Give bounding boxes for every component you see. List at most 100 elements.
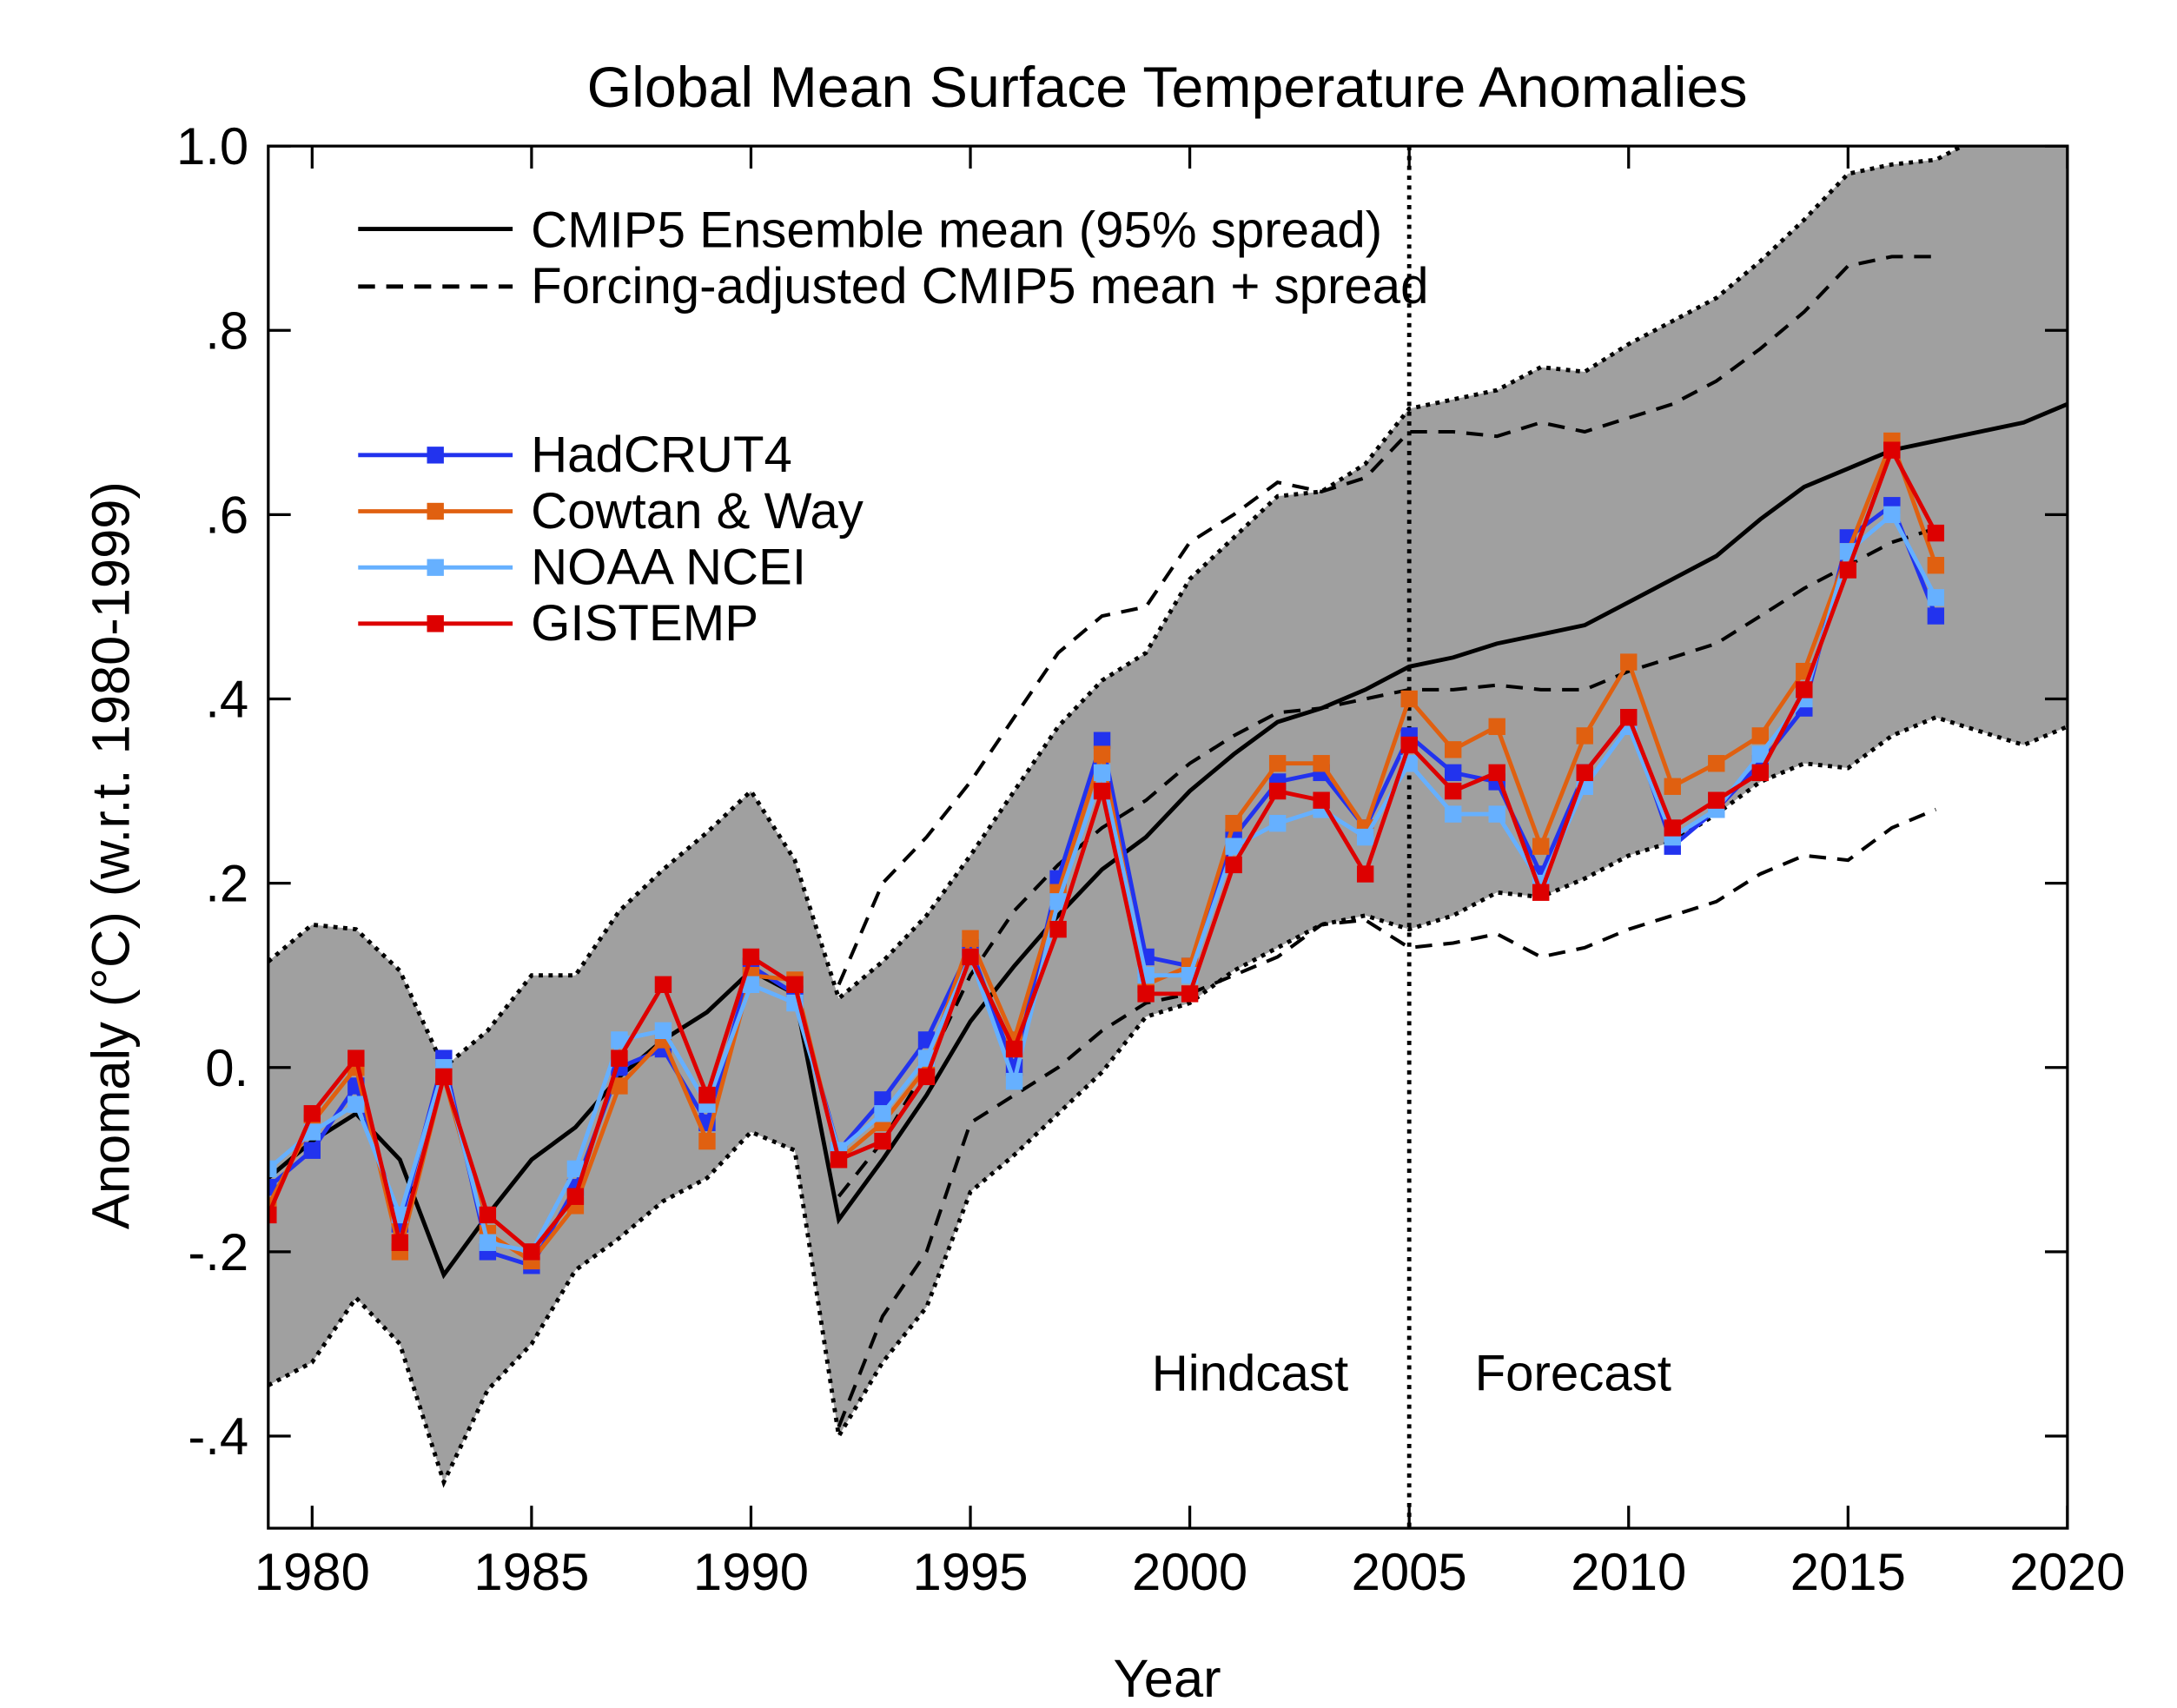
y-tick-label: 0.	[205, 1039, 248, 1097]
data-point-gistemp	[1181, 985, 1199, 1003]
forcing-adjusted-lower	[837, 807, 1937, 1428]
x-tick-label: 1990	[693, 1543, 809, 1601]
data-point-gistemp	[1664, 819, 1681, 837]
data-point-hadcrut4	[874, 1091, 891, 1109]
x-tick-label: 1995	[913, 1543, 1029, 1601]
data-point-cowtan-way	[1093, 745, 1111, 763]
data-point-noaa-ncei	[268, 1160, 277, 1178]
y-tick-label: .4	[205, 671, 248, 729]
x-tick-label: 1980	[255, 1543, 370, 1601]
data-point-cowtan-way	[1620, 653, 1638, 671]
data-point-gistemp	[962, 948, 979, 966]
data-point-noaa-ncei	[1356, 828, 1374, 846]
data-point-noaa-ncei	[654, 1022, 672, 1040]
data-point-gistemp	[391, 1234, 409, 1251]
data-point-cowtan-way	[1488, 718, 1505, 736]
data-point-gistemp	[830, 1151, 848, 1168]
forcing-adjusted-mean	[837, 526, 1937, 1198]
data-point-noaa-ncei	[1268, 814, 1287, 832]
data-point-gistemp	[1751, 764, 1769, 782]
data-point-cowtan-way	[1708, 755, 1725, 772]
data-point-gistemp	[698, 1086, 716, 1104]
data-point-cowtan-way	[698, 1132, 716, 1150]
data-point-gistemp	[786, 976, 804, 993]
data-point-gistemp	[1620, 709, 1638, 726]
x-tick-label: 2020	[2009, 1543, 2125, 1601]
y-tick-label: .2	[205, 855, 248, 913]
legend-label-noaa-ncei: NOAA NCEI	[531, 540, 806, 596]
data-point-gistemp	[1225, 856, 1242, 874]
data-point-noaa-ncei	[1049, 893, 1067, 910]
data-point-noaa-ncei	[1005, 1072, 1023, 1090]
data-point-hadcrut4	[1444, 764, 1462, 782]
cmip5-ensemble-mean	[268, 401, 2068, 1280]
data-point-cowtan-way	[962, 930, 979, 947]
data-point-gistemp	[1488, 764, 1505, 782]
data-point-gistemp	[1093, 782, 1111, 800]
legend-label-gistemp: GISTEMP	[531, 595, 758, 652]
data-point-gistemp	[1532, 884, 1550, 901]
data-point-noaa-ncei	[347, 1096, 365, 1113]
data-point-noaa-ncei	[566, 1160, 585, 1178]
data-point-gistemp	[435, 1068, 453, 1086]
y-tick-label: -.4	[188, 1407, 248, 1466]
data-point-gistemp	[611, 1049, 628, 1067]
data-point-cowtan-way	[1444, 741, 1462, 758]
data-point-gistemp	[1400, 736, 1418, 754]
legend-label-cowtan-way: Cowtan & Way	[531, 483, 864, 540]
data-point-gistemp	[1356, 865, 1374, 883]
data-point-noaa-ncei	[874, 1105, 891, 1122]
legend-label-cmip5-mean: CMIP5 Ensemble mean (95% spread)	[531, 202, 1382, 259]
legend-label-forcing-adjusted: Forcing-adjusted CMIP5 mean + spread	[531, 258, 1428, 314]
data-point-cowtan-way	[1400, 690, 1418, 708]
data-point-cowtan-way	[1313, 755, 1330, 772]
y-tick-label: .8	[205, 301, 248, 360]
data-point-gistemp	[347, 1049, 365, 1067]
data-point-gistemp	[1839, 561, 1857, 579]
data-point-noaa-ncei	[1883, 506, 1901, 524]
data-point-noaa-ncei	[1751, 745, 1769, 763]
chart-title: Global Mean Surface Temperature Anomalie…	[587, 56, 1748, 120]
data-point-cowtan-way	[1664, 778, 1681, 795]
data-point-gistemp	[268, 1206, 277, 1224]
plot-frame	[267, 144, 2069, 1530]
data-point-noaa-ncei	[611, 1031, 628, 1049]
y-axis-label: Anomaly (°C) (w.r.t. 1980-1999)	[82, 481, 142, 1229]
data-point-noaa-ncei	[1927, 589, 1945, 606]
data-point-gistemp	[1268, 782, 1287, 800]
data-point-noaa-ncei	[1093, 764, 1111, 782]
data-point-gistemp	[566, 1188, 585, 1205]
legend-marker-cowtan-way	[427, 502, 444, 520]
data-point-cowtan-way	[1225, 814, 1242, 832]
data-point-gistemp	[1883, 441, 1901, 459]
data-point-cowtan-way	[611, 1077, 628, 1095]
data-point-hadcrut4	[268, 1178, 277, 1196]
x-tick-label: 2010	[1571, 1543, 1686, 1601]
legend-marker-gistemp	[427, 615, 444, 632]
x-tick-label: 2000	[1132, 1543, 1247, 1601]
data-point-hadcrut4	[1927, 607, 1945, 625]
data-point-gistemp	[523, 1243, 540, 1261]
data-point-noaa-ncei	[742, 976, 760, 993]
data-point-cowtan-way	[1927, 557, 1945, 574]
legend-label-hadcrut4: HadCRUT4	[531, 427, 792, 483]
data-point-gistemp	[654, 976, 672, 993]
legend: CMIP5 Ensemble mean (95% spread) Forcing…	[358, 202, 1428, 652]
y-tick-label: -.2	[188, 1223, 248, 1281]
cmip5-spread-lower	[268, 715, 2068, 1488]
x-axis-label: Year	[1113, 1649, 1221, 1708]
data-point-noaa-ncei	[479, 1234, 497, 1251]
hindcast-label: Hindcast	[1152, 1346, 1348, 1402]
data-point-gistemp	[479, 1206, 497, 1224]
data-point-gistemp	[1444, 782, 1462, 800]
data-point-gistemp	[917, 1068, 936, 1086]
data-point-gistemp	[1313, 791, 1330, 809]
y-tick-label: 1.0	[176, 117, 248, 175]
data-point-gistemp	[1137, 985, 1155, 1003]
data-point-gistemp	[1708, 791, 1725, 809]
data-point-hadcrut4	[1093, 732, 1111, 749]
legend-marker-hadcrut4	[427, 447, 444, 464]
data-point-cowtan-way	[1268, 755, 1287, 772]
forecast-label: Forecast	[1475, 1346, 1671, 1402]
